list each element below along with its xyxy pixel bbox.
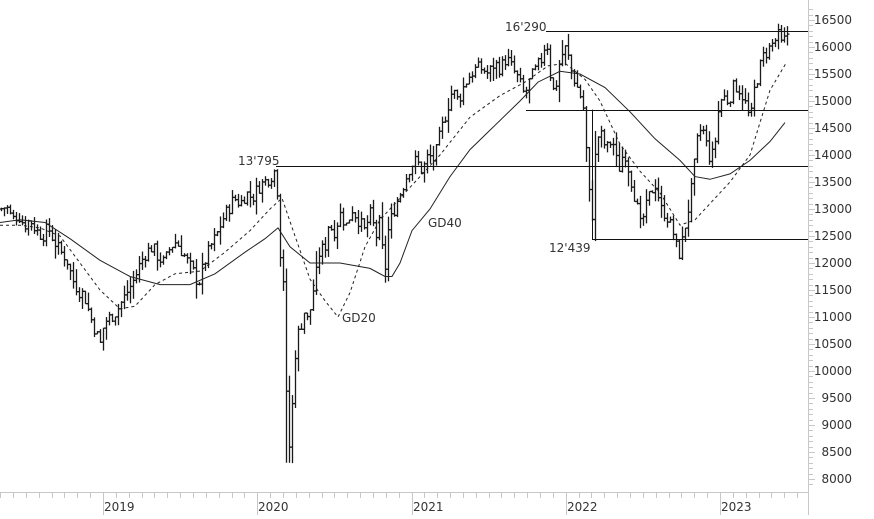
level-label: 16'290 [505,20,546,34]
gd20-label: GD20 [342,311,376,325]
moving-averages [0,62,787,318]
level-label: 13'795 [238,154,279,168]
level-label: 12'439 [549,241,590,255]
y-tick-label: 8500 [821,445,852,459]
y-tick-label: 11000 [814,310,852,324]
y-tick-label: 11500 [814,283,852,297]
x-tick-label: 2023 [721,500,752,514]
y-tick-label: 9000 [821,418,852,432]
y-tick-label: 8000 [821,472,852,486]
y-tick-label: 12000 [814,256,852,270]
gd20-line [0,62,787,318]
gd40-label: GD40 [428,216,462,230]
y-tick-label: 14000 [814,148,852,162]
y-axis: 16500 16000 15500 15000 14500 14000 13500 13000… [808,0,852,515]
y-tick-label: 15000 [814,94,852,108]
y-tick-label: 10500 [814,337,852,351]
y-tick-label: 16000 [814,40,852,54]
annotations: 16'290 13'795 12'439 GD40 GD20 [238,20,590,325]
y-tick-label: 14500 [814,121,852,135]
y-tick-label: 13500 [814,175,852,189]
y-tick-label: 9500 [821,391,852,405]
x-tick-label: 2021 [413,500,444,514]
y-tick-label: 16500 [814,13,852,27]
x-tick-label: 2019 [104,500,135,514]
x-axis: 2019 2020 2021 2022 2023 [0,492,808,515]
gd40-line [0,70,786,286]
y-tick-label: 10000 [814,364,852,378]
y-tick-label: 15500 [814,67,852,81]
x-tick-label: 2022 [567,500,598,514]
y-tick-label: 12500 [814,229,852,243]
x-tick-label: 2020 [258,500,289,514]
y-tick-label: 13000 [814,202,852,216]
support-resistance-lines [276,31,808,240]
ohlc-bars [0,23,790,464]
